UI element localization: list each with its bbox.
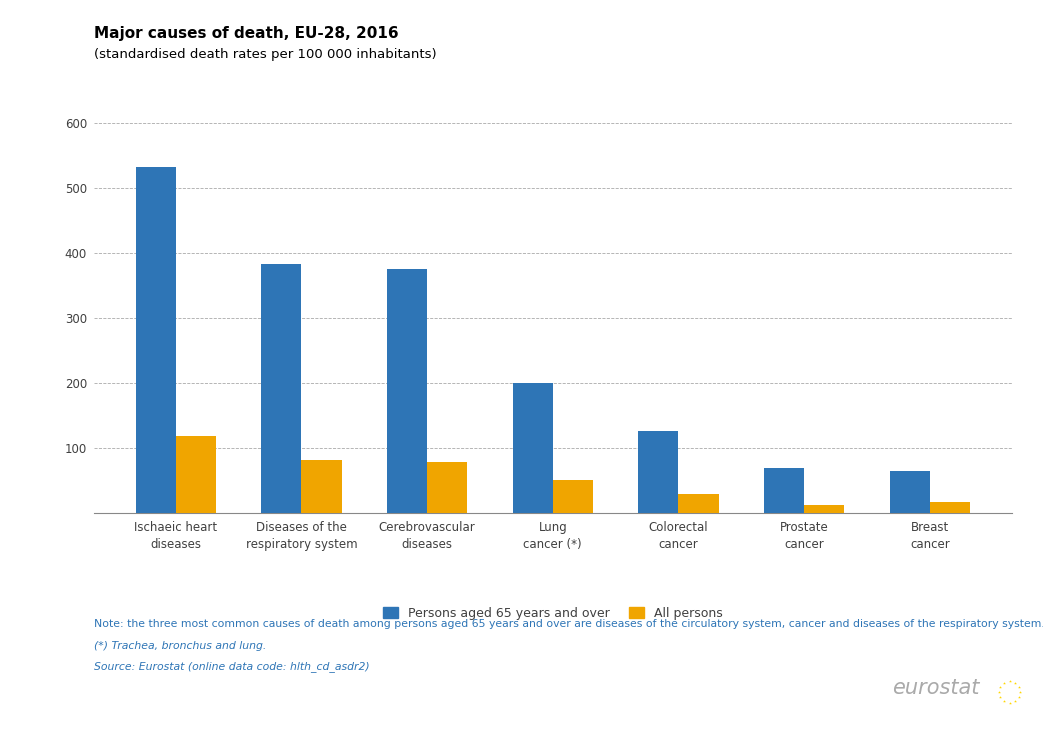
Bar <box>678 494 719 513</box>
Text: Source: Eurostat (online data code: hlth_cd_asdr2): Source: Eurostat (online data code: hlth… <box>94 661 369 672</box>
Text: Major causes of death, EU-28, 2016: Major causes of death, EU-28, 2016 <box>94 26 398 40</box>
Bar <box>261 264 301 513</box>
Bar <box>929 502 970 513</box>
Bar <box>512 383 553 513</box>
Bar <box>136 166 176 513</box>
Bar <box>387 269 428 513</box>
Text: (*) Trachea, bronchus and lung.: (*) Trachea, bronchus and lung. <box>94 641 266 652</box>
Bar <box>890 471 929 513</box>
Legend: Persons aged 65 years and over, All persons: Persons aged 65 years and over, All pers… <box>379 602 727 625</box>
Bar <box>428 462 467 513</box>
Bar <box>176 436 216 513</box>
Text: Note: the three most common causes of death among persons aged 65 years and over: Note: the three most common causes of de… <box>94 619 1043 630</box>
Bar <box>301 460 342 513</box>
Bar <box>553 480 593 513</box>
Text: (standardised death rates per 100 000 inhabitants): (standardised death rates per 100 000 in… <box>94 48 436 61</box>
Bar <box>638 430 678 513</box>
Bar <box>763 468 804 513</box>
Text: eurostat: eurostat <box>892 678 979 698</box>
Bar <box>804 504 845 513</box>
